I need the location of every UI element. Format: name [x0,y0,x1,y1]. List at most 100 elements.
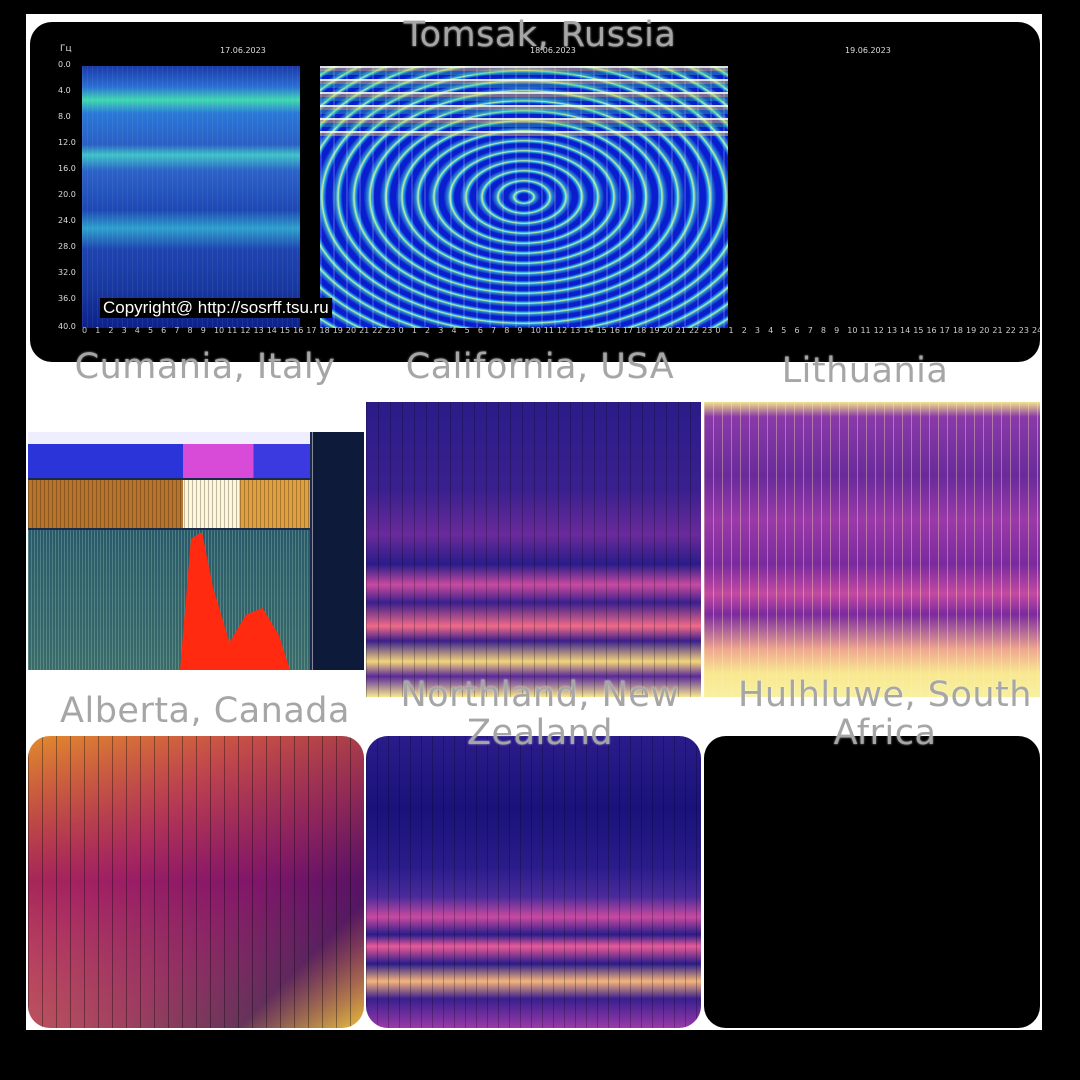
tomsk-x-axis: 0 1 2 3 4 5 6 7 8 9 10 11 12 13 14 15 16 17 18 19 20 21 22 23 0 1… [82,326,1040,338]
tomsk-x-tick: 17 [939,326,950,335]
tomsk-x-tick: 20 [345,326,357,335]
tomsk-x-tick: 7 [491,326,497,335]
tomsk-day1-spectrogram [82,66,300,328]
tomsk-x-tick: 15 [596,326,607,335]
tomsk-x-tick: 2 [741,326,747,335]
tomsk-y-tick: 24.0 [58,216,76,225]
tomsk-y-tick: 4.0 [58,86,71,95]
tomsk-x-tick: 22 [1005,326,1016,335]
tomsk-x-tick: 1 [411,326,417,335]
tomsk-x-tick: 18 [636,326,647,335]
tomsk-x-tick: 19 [649,326,660,335]
tomsk-x-tick: 10 [530,326,541,335]
cumiana-header-bar [28,432,310,444]
tomsk-x-tick: 7 [807,326,813,335]
tomsk-x-tick: 22 [688,326,700,335]
tomsk-date-label: 17.06.2023 [220,46,266,55]
tomsk-x-tick: 20 [979,326,990,335]
tomsk-x-tick: 10 [213,326,225,335]
tomsk-x-tick: 5 [147,326,154,335]
tomsk-x-tick: 16 [609,326,620,335]
hluhluwe-blank-panel [704,736,1040,1028]
cumiana-spectrogram-panel [28,432,364,670]
tomsk-x-tick: 4 [134,326,140,335]
cumiana-side-plot [312,432,364,670]
tomsk-y-tick: 0.0 [58,60,71,69]
tomsk-x-tick: 9 [517,326,523,335]
tomsk-title: Tomsak, Russia [403,15,677,55]
tomsk-x-tick: 9 [200,326,206,335]
tomsk-x-tick: 13 [886,326,898,335]
tomsk-x-tick: 0 [82,326,88,335]
tomsk-x-tick: 23 [702,326,713,335]
tomsk-x-tick: 2 [108,326,114,335]
tomsk-x-tick: 10 [847,326,858,335]
tomsk-x-tick: 11 [860,326,871,335]
hluhluwe-title: Hulhluwe, South Africa [738,675,1032,753]
tomsk-day2-bands [320,66,728,136]
california-title: California, USA [405,347,675,387]
tomsk-x-tick: 1 [95,326,101,335]
tomsk-x-tick: 19 [966,326,977,335]
tomsk-x-tick: 8 [820,326,826,335]
tomsk-x-tick: 6 [161,326,167,335]
tomsk-spectrogram-panel: Гц 0.0 4.0 8.0 12.0 16.0 20.0 24.0 28.0 … [30,22,1040,362]
tomsk-x-tick: 0 [398,326,404,335]
tomsk-x-tick: 16 [293,326,304,335]
tomsk-x-tick: 1 [728,326,734,335]
tomsk-x-tick: 5 [781,326,787,335]
tomsk-x-tick: 18 [319,326,330,335]
tomsk-x-tick: 23 [1018,326,1029,335]
tomsk-x-tick: 3 [121,326,127,335]
tomsk-x-tick: 11 [227,326,238,335]
tomsk-x-tick: 17 [622,326,634,335]
tomsk-y-tick: 12.0 [58,138,76,147]
tomsk-x-tick: 21 [675,326,686,335]
tomsk-y-tick: 32.0 [58,268,76,277]
tomsk-x-tick: 13 [570,326,581,335]
tomsk-x-tick: 14 [583,326,594,335]
tomsk-unit-label: Гц [60,44,72,54]
tomsk-x-tick: 0 [715,326,721,335]
california-spectrogram-panel [366,402,701,697]
tomsk-x-tick: 13 [253,326,264,335]
lithuania-title: Lithuania [781,351,949,391]
tomsk-y-tick: 20.0 [58,190,76,199]
tomsk-x-tick: 12 [557,326,568,335]
tomsk-x-tick: 15 [913,326,924,335]
cumiana-mid-strip [28,480,310,528]
tomsk-x-tick: 5 [464,326,470,335]
tomsk-date-label: 18.06.2023 [530,46,576,55]
tomsk-x-tick: 21 [359,326,370,335]
tomsk-y-tick: 16.0 [58,164,76,173]
tomsk-x-tick: 3 [438,326,444,335]
northland-title: Northland, New Zealand [400,675,680,753]
tomsk-x-tick: 14 [900,326,911,335]
tomsk-x-tick: 18 [952,326,964,335]
tomsk-y-tick: 28.0 [58,242,76,251]
tomsk-x-tick: 9 [834,326,840,335]
tomsk-x-tick: 15 [279,326,291,335]
tomsk-x-tick: 7 [174,326,180,335]
tomsk-y-tick: 36.0 [58,294,76,303]
tomsk-x-tick: 8 [187,326,193,335]
tomsk-x-tick: 21 [992,326,1003,335]
lithuania-spectrogram-panel [704,402,1040,697]
tomsk-x-tick: 17 [306,326,317,335]
tomsk-x-tick: 23 [385,326,396,335]
tomsk-x-tick: 12 [240,326,251,335]
tomsk-x-tick: 12 [873,326,884,335]
tomsk-x-tick: 8 [504,326,510,335]
tomsk-x-tick: 6 [477,326,483,335]
tomsk-x-tick: 24 [1032,326,1040,335]
tomsk-x-tick: 2 [425,326,431,335]
alberta-spectrogram-panel [28,736,364,1028]
northland-spectrogram-panel [366,736,701,1028]
tomsk-date-label: 19.06.2023 [845,46,891,55]
tomsk-x-tick: 22 [372,326,383,335]
tomsk-x-tick: 19 [332,326,343,335]
tomsk-x-tick: 11 [543,326,554,335]
tomsk-y-tick: 8.0 [58,112,71,121]
tomsk-copyright: Copyright@ http://sosrff.tsu.ru [100,298,332,318]
tomsk-x-tick: 14 [266,326,277,335]
